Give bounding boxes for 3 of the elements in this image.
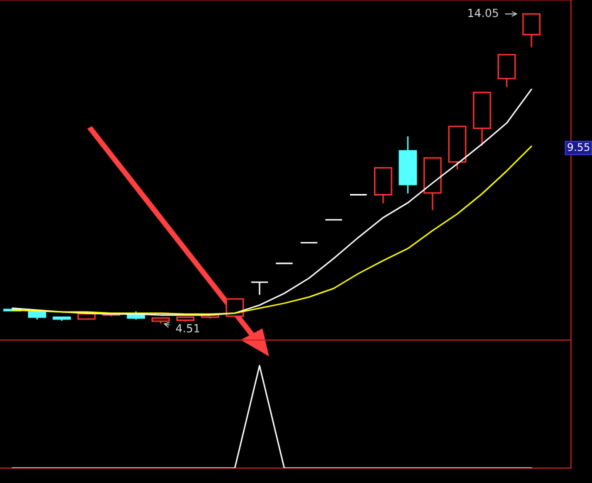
text: 9.55 xyxy=(568,143,590,152)
text: 4.51 xyxy=(176,324,200,332)
annotation: 14.05 xyxy=(468,8,498,18)
